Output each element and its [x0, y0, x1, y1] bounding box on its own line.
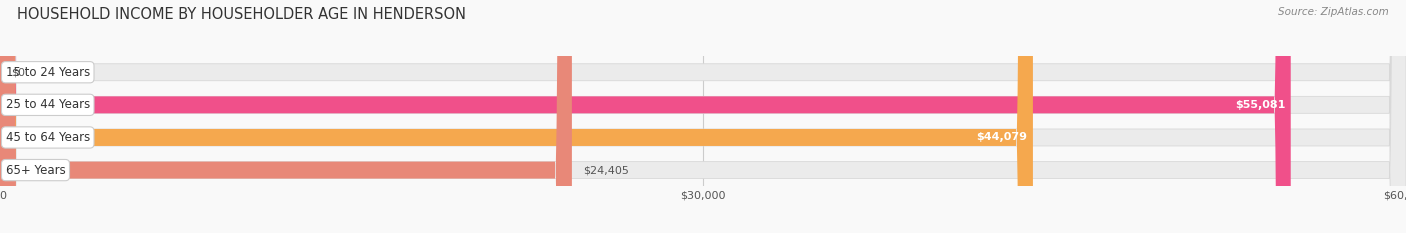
Text: 25 to 44 Years: 25 to 44 Years: [6, 98, 90, 111]
FancyBboxPatch shape: [0, 0, 1033, 233]
Text: 15 to 24 Years: 15 to 24 Years: [6, 66, 90, 79]
Text: $0: $0: [11, 67, 25, 77]
Text: 65+ Years: 65+ Years: [6, 164, 65, 177]
Text: $24,405: $24,405: [583, 165, 628, 175]
Text: Source: ZipAtlas.com: Source: ZipAtlas.com: [1278, 7, 1389, 17]
Text: $44,079: $44,079: [976, 133, 1028, 142]
FancyBboxPatch shape: [0, 0, 1291, 233]
Text: 45 to 64 Years: 45 to 64 Years: [6, 131, 90, 144]
Text: $55,081: $55,081: [1234, 100, 1285, 110]
FancyBboxPatch shape: [0, 0, 572, 233]
Text: HOUSEHOLD INCOME BY HOUSEHOLDER AGE IN HENDERSON: HOUSEHOLD INCOME BY HOUSEHOLDER AGE IN H…: [17, 7, 465, 22]
